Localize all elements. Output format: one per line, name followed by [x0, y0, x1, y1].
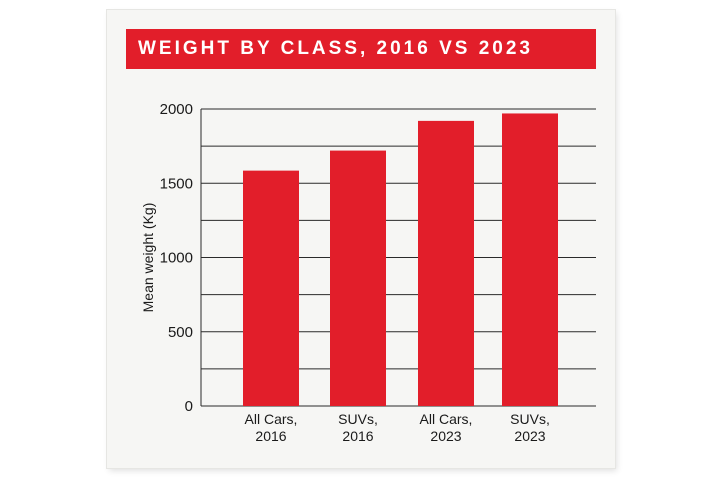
x-tick-label: 2023	[514, 428, 545, 444]
x-tick-label: SUVs,	[510, 411, 550, 427]
y-tick-labels: 0 500 1000 1500 2000	[160, 101, 193, 415]
bar	[502, 113, 558, 406]
title-banner: WEIGHT BY CLASS, 2016 VS 2023	[126, 29, 596, 69]
x-tick-label: All Cars,	[245, 411, 298, 427]
y-tick-label: 1000	[160, 250, 193, 267]
x-tick-label: 2016	[255, 428, 286, 444]
bar	[330, 150, 386, 406]
bars	[243, 113, 558, 406]
chart-title: WEIGHT BY CLASS, 2016 VS 2023	[138, 38, 533, 59]
y-tick-label: 2000	[160, 101, 193, 118]
y-tick-label: 500	[168, 324, 193, 341]
x-tick-label: 2023	[430, 428, 461, 444]
bar	[418, 120, 474, 406]
x-tick-label: All Cars,	[420, 411, 473, 427]
x-tick-label: SUVs,	[338, 411, 378, 427]
y-tick-label: 0	[185, 398, 193, 415]
bar	[243, 170, 299, 406]
x-tick-label: 2016	[342, 428, 373, 444]
y-axis-title: Mean weight (Kg)	[140, 203, 156, 313]
y-tick-label: 1500	[160, 175, 193, 192]
